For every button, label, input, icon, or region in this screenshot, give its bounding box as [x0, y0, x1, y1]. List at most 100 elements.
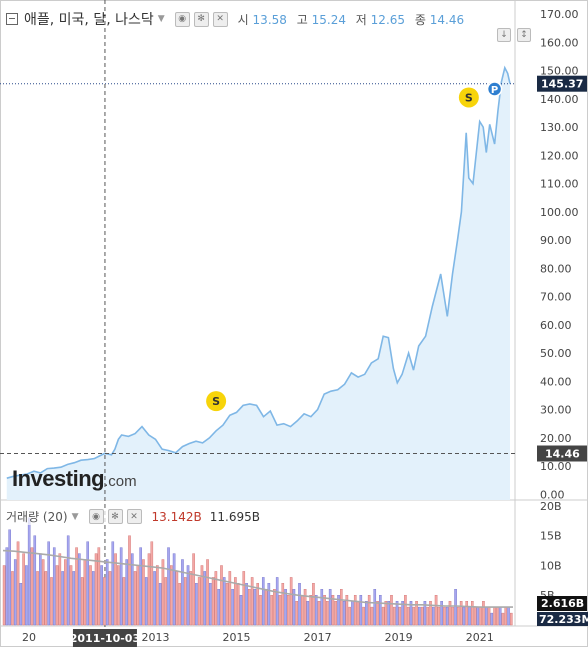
- volume-bar: [314, 595, 318, 626]
- volume-bar: [507, 606, 510, 626]
- eye-icon[interactable]: ◉: [88, 509, 104, 524]
- volume-bar: [144, 577, 148, 626]
- volume-bar: [183, 577, 187, 626]
- y-tick-label: 100.00: [540, 206, 579, 219]
- y-tick-label: 50.00: [540, 347, 572, 360]
- volume-bar: [471, 601, 474, 626]
- volume-bar: [395, 601, 399, 626]
- volume-bar: [197, 577, 201, 626]
- volume-bar: [462, 606, 466, 626]
- volume-bar: [100, 565, 103, 626]
- volume-bar: [114, 553, 117, 626]
- open-value: 13.58: [252, 12, 287, 27]
- volume-bar: [86, 541, 90, 626]
- volume-bar: [431, 606, 435, 626]
- volume-bar: [36, 571, 39, 626]
- volume-bar: [147, 553, 151, 626]
- volume-bar: [457, 606, 460, 626]
- y-tick-label: 80.00: [540, 262, 572, 275]
- volume-bar: [370, 606, 374, 626]
- volume-bar: [242, 571, 246, 626]
- volume-header: 거래량 (20) ▼ ◉ ✻ ✕ 13.142B 11.695B: [6, 508, 260, 525]
- chart-title: 애플, 미국, 달, 나스닥: [24, 12, 154, 28]
- event-marker-label: S: [465, 91, 473, 104]
- volume-bar: [217, 589, 220, 626]
- close-icon[interactable]: ✕: [212, 11, 228, 27]
- y-tick-label: 40.00: [540, 375, 572, 388]
- volume-bar: [52, 547, 56, 626]
- volume-current-label: 2.616B: [541, 597, 584, 610]
- volume-bar: [340, 589, 343, 626]
- close-value: 14.46: [429, 12, 465, 27]
- volume-bar: [303, 589, 307, 626]
- volume-bar: [409, 601, 413, 626]
- volume-bar: [203, 571, 207, 626]
- volume-bar: [161, 559, 165, 626]
- x-tick-label-partial: 20: [22, 631, 36, 644]
- collapse-icon[interactable]: [6, 13, 18, 25]
- volume-bar: [13, 559, 17, 626]
- volume-bar: [267, 583, 271, 626]
- y-tick-label: 70.00: [540, 291, 572, 304]
- price-line: [6, 65, 511, 479]
- volume-bar: [496, 606, 499, 626]
- volume-bar: [105, 559, 109, 626]
- volume-bar: [415, 601, 418, 626]
- crosshair-price-tag: [537, 445, 587, 462]
- volume-bar: [351, 601, 354, 626]
- last-price-tag: [537, 75, 587, 92]
- volume-bar: [392, 606, 396, 626]
- event-marker-s: [458, 87, 479, 108]
- volume-bar: [69, 565, 73, 626]
- volume-bar: [91, 571, 95, 626]
- volume-bar: [64, 559, 67, 626]
- volume-bar: [39, 553, 42, 626]
- volume-bar: [72, 571, 76, 626]
- volume-bar: [192, 553, 195, 626]
- volume-bar: [312, 583, 315, 626]
- gear-icon[interactable]: ✻: [107, 509, 123, 524]
- price-area: [6, 67, 511, 501]
- volume-bar: [404, 595, 407, 626]
- volume-bar: [164, 577, 168, 626]
- volume-bar: [222, 577, 226, 626]
- volume-bar: [373, 589, 377, 626]
- volume-bar: [398, 606, 402, 626]
- volume-bar: [111, 541, 115, 626]
- volume-bar: [225, 583, 229, 626]
- volume-bar: [214, 571, 218, 626]
- volume-bar: [178, 583, 181, 626]
- volume-bar: [122, 577, 126, 626]
- volume-ma-label: 72.233M: [539, 613, 588, 626]
- logo-main: Investing: [12, 466, 105, 491]
- chevron-down-icon[interactable]: ▼: [157, 14, 165, 24]
- ohlc-readout: 시 13.58 고 15.24 저 12.65 종 14.46: [238, 11, 470, 28]
- volume-bar: [412, 606, 416, 626]
- volume-bar: [11, 571, 14, 626]
- volume-bar: [239, 595, 243, 626]
- close-icon[interactable]: ✕: [126, 509, 142, 524]
- y-tick-label: 110.00: [540, 178, 579, 191]
- volume-bar: [348, 606, 351, 626]
- eye-icon[interactable]: ◉: [174, 11, 190, 27]
- volume-bar: [55, 565, 59, 626]
- volume-bar: [418, 606, 421, 626]
- y-tick-label: 160.00: [540, 36, 579, 49]
- volume-bar: [167, 547, 170, 626]
- arrow-down-icon[interactable]: ↓: [497, 28, 511, 42]
- volume-bar: [362, 606, 365, 626]
- chevron-down-icon[interactable]: ▼: [71, 511, 79, 522]
- arrows-vertical-icon[interactable]: ↕: [517, 28, 531, 42]
- high-value: 15.24: [311, 12, 346, 27]
- volume-bar: [142, 559, 145, 626]
- y-tick-label: 0.00: [540, 488, 565, 501]
- volume-bar: [448, 601, 452, 626]
- volume-bar: [248, 589, 251, 626]
- volume-bar: [139, 547, 142, 626]
- volume-bar: [501, 612, 505, 626]
- y-tick-label: 170.00: [540, 8, 579, 21]
- open-label: 시: [237, 12, 249, 27]
- gear-icon[interactable]: ✻: [193, 11, 209, 27]
